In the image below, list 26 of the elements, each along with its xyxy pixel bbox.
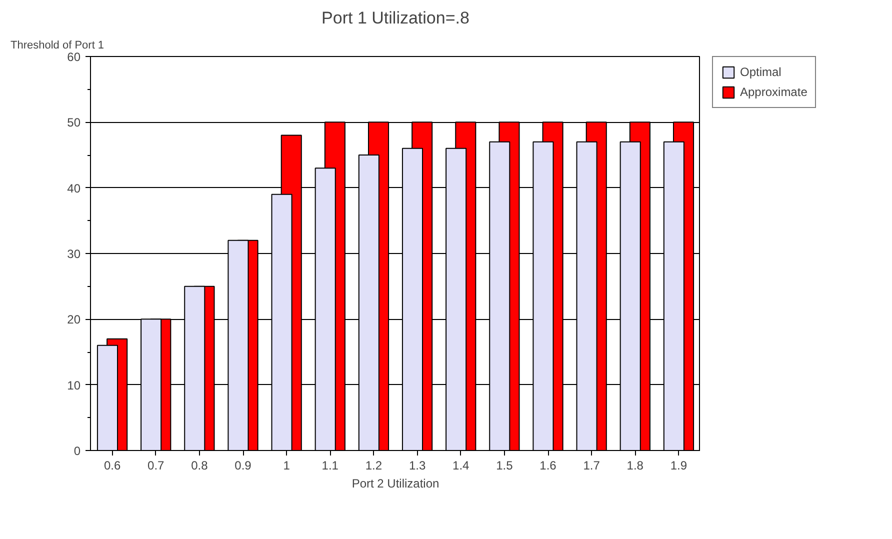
x-tick-label: 1.5 — [496, 458, 514, 472]
x-tick-label: 1.4 — [452, 458, 470, 472]
legend-label: Optimal — [740, 65, 782, 79]
x-tick-label: 1.1 — [322, 458, 339, 472]
x-tick-label: 0.7 — [148, 458, 165, 472]
x-tick-label: 1.9 — [670, 458, 688, 472]
y-tick-label: 0 — [74, 444, 81, 458]
y-tick-label: 30 — [67, 247, 81, 261]
x-tick-label: 1.7 — [583, 458, 600, 472]
x-tick-label: 0.9 — [234, 458, 252, 472]
y-tick-label: 20 — [67, 312, 81, 327]
x-tick-label: 1.2 — [365, 458, 382, 472]
x-tick-label: 1.3 — [408, 458, 426, 472]
x-tick-label: 1.6 — [540, 458, 557, 472]
y-tick-label: 50 — [67, 116, 81, 130]
y-axis-title: Threshold of Port 1 — [10, 40, 104, 52]
chart-title: Port 1 Utilization=.8 — [322, 8, 470, 28]
y-tick-label: 10 — [67, 378, 81, 392]
x-tick-label: 1 — [283, 458, 290, 472]
y-tick-label: 60 — [67, 50, 81, 64]
y-tick-label: 40 — [67, 181, 81, 196]
x-tick-label: 0.6 — [104, 458, 121, 472]
x-tick-label: 0.8 — [191, 458, 208, 472]
x-tick-label: 1.8 — [626, 458, 644, 472]
x-axis-title: Port 2 Utilization — [352, 476, 440, 490]
legend-label: Approximate — [740, 85, 808, 99]
